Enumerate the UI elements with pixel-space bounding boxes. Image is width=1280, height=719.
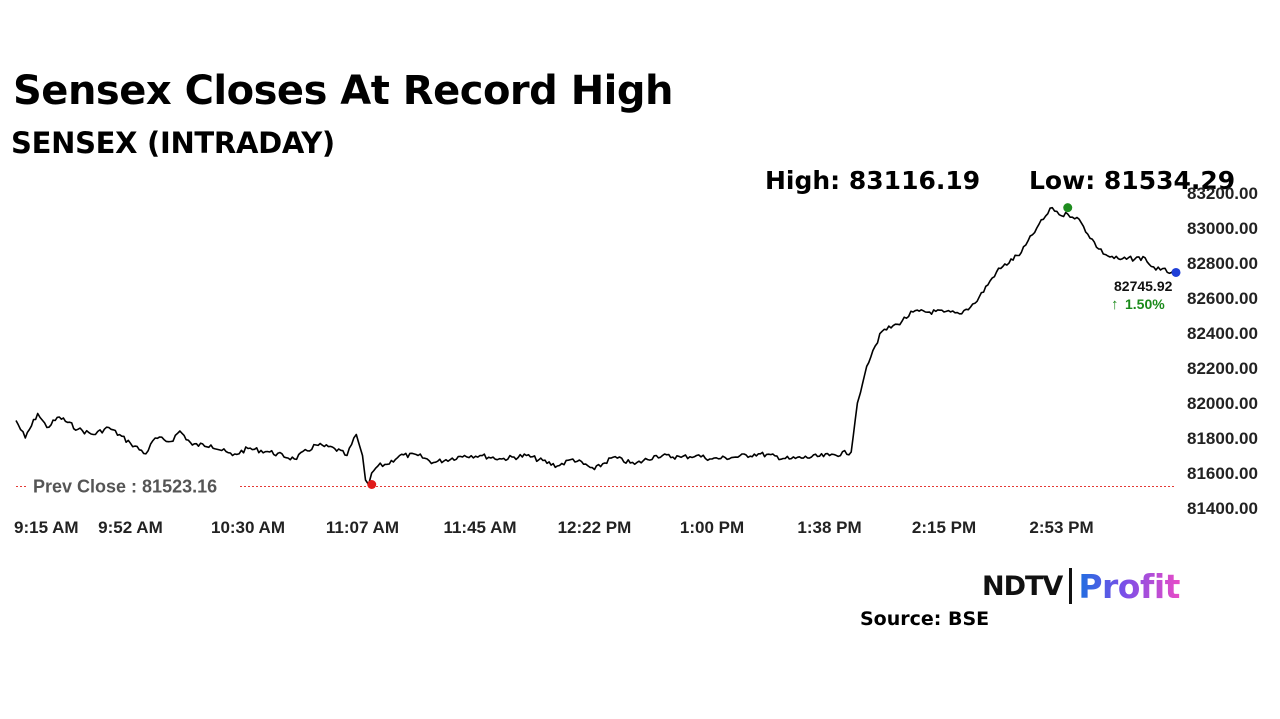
y-tick-label: 83000.00 bbox=[1187, 219, 1258, 238]
y-tick-label: 82200.00 bbox=[1187, 359, 1258, 378]
up-arrow-icon: ↑ bbox=[1111, 296, 1119, 313]
logo-profit-text: Profit bbox=[1078, 566, 1180, 606]
y-tick-label: 81600.00 bbox=[1187, 464, 1258, 483]
x-tick-label: 1:00 PM bbox=[680, 518, 744, 537]
markers: 82745.92 ↑ 1.50% bbox=[367, 203, 1181, 489]
x-tick-label: 11:07 AM bbox=[326, 518, 399, 537]
high-value-label: High: 83116.19 bbox=[765, 166, 981, 195]
y-tick-label: 81800.00 bbox=[1187, 429, 1258, 448]
source-note: Source: BSE bbox=[860, 608, 990, 630]
prev-close-label-bg bbox=[28, 474, 240, 497]
logo-ndtv-text: NDTV bbox=[982, 570, 1063, 602]
last-point-marker bbox=[1171, 267, 1181, 277]
y-axis: 83200.00 83000.00 82800.00 82600.00 82400.00… bbox=[1187, 184, 1258, 518]
y-tick-label: 82600.00 bbox=[1187, 289, 1258, 308]
series-group bbox=[15, 206, 1177, 486]
last-value-label: 82745.92 bbox=[1114, 278, 1173, 294]
chart-subtitle: SENSEX (INTRADAY) bbox=[11, 126, 335, 160]
ndtv-profit-logo: NDTV Profit bbox=[982, 566, 1180, 606]
logo-divider bbox=[1069, 568, 1073, 604]
change-percent-label: 1.50% bbox=[1125, 296, 1165, 312]
high-point-marker bbox=[1063, 203, 1073, 213]
x-tick-label: 12:22 PM bbox=[558, 518, 632, 537]
x-tick-label: 1:38 PM bbox=[797, 518, 861, 537]
y-tick-label: 83200.00 bbox=[1187, 184, 1258, 203]
x-tick-label: 2:15 PM bbox=[912, 518, 976, 537]
x-tick-label: 11:45 AM bbox=[443, 518, 516, 537]
low-value-label: Low: 81534.29 bbox=[1029, 166, 1236, 195]
page-title: Sensex Closes At Record High bbox=[13, 68, 674, 114]
low-point-marker bbox=[367, 479, 377, 489]
prev-close-label: Prev Close : 81523.16 bbox=[33, 476, 217, 496]
y-tick-label: 82000.00 bbox=[1187, 394, 1258, 413]
x-axis: 9:15 AM 9:52 AM 10:30 AM 11:07 AM 11:45 AM 12… bbox=[14, 518, 1094, 537]
y-tick-label: 81400.00 bbox=[1187, 499, 1258, 518]
y-tick-label: 82800.00 bbox=[1187, 254, 1258, 273]
y-tick-label: 82400.00 bbox=[1187, 324, 1258, 343]
x-tick-label: 2:53 PM bbox=[1029, 518, 1093, 537]
x-tick-label: 9:15 AM bbox=[14, 518, 79, 537]
x-tick-label: 10:30 AM bbox=[211, 518, 285, 537]
prev-close-group: Prev Close : 81523.16 bbox=[16, 474, 1176, 497]
x-tick-label: 9:52 AM bbox=[98, 518, 163, 537]
series-line bbox=[15, 206, 1177, 486]
